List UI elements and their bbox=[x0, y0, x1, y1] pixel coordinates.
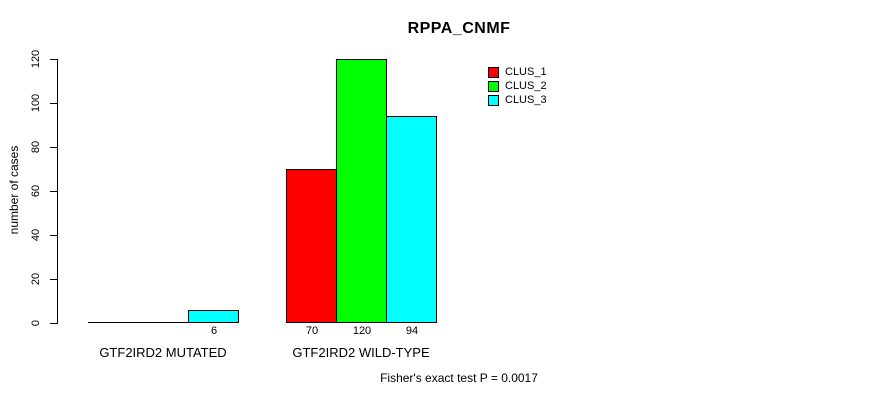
y-axis-tick bbox=[50, 59, 57, 60]
chart-title: RPPA_CNMF bbox=[407, 20, 511, 37]
legend-color-swatch bbox=[488, 66, 499, 78]
y-axis-title: number of cases bbox=[7, 145, 21, 235]
legend-color-swatch bbox=[488, 94, 499, 106]
legend-label: CLUS_2 bbox=[505, 80, 547, 92]
bar-clus_3-group1 bbox=[188, 310, 239, 323]
y-tick-label: 40 bbox=[30, 228, 42, 242]
legend: CLUS_1 CLUS_2 CLUS_3 bbox=[488, 65, 547, 107]
bar-clus_1-group1 bbox=[88, 322, 139, 323]
x-category-label: GTF2IRD2 WILD-TYPE bbox=[292, 345, 430, 360]
bar-value-label: 6 bbox=[210, 324, 218, 337]
y-tick-label: 120 bbox=[30, 49, 42, 69]
y-tick-label: 0 bbox=[30, 319, 42, 327]
y-axis-tick bbox=[50, 191, 57, 192]
bar-clus_3-group2 bbox=[386, 116, 437, 323]
y-axis-line bbox=[57, 59, 58, 324]
x-category-label: GTF2IRD2 MUTATED bbox=[99, 345, 227, 360]
legend-label: CLUS_3 bbox=[505, 94, 547, 106]
legend-item: CLUS_3 bbox=[488, 93, 547, 107]
bar-value-label: 94 bbox=[405, 324, 419, 337]
legend-item: CLUS_2 bbox=[488, 79, 547, 93]
bar-value-label: 120 bbox=[352, 324, 372, 337]
bar-clus_1-group2 bbox=[286, 169, 337, 323]
bar-clus_2-group1 bbox=[138, 322, 189, 323]
y-axis-tick bbox=[50, 103, 57, 104]
y-tick-label: 80 bbox=[30, 140, 42, 154]
bar-clus_2-group2 bbox=[336, 59, 387, 323]
y-axis-tick bbox=[50, 235, 57, 236]
p-value-note: Fisher's exact test P = 0.0017 bbox=[380, 371, 538, 385]
y-axis-tick bbox=[50, 323, 57, 324]
y-axis-tick bbox=[50, 279, 57, 280]
legend-color-swatch bbox=[488, 80, 499, 92]
y-axis-tick bbox=[50, 147, 57, 148]
y-tick-label: 100 bbox=[30, 93, 42, 113]
legend-item: CLUS_1 bbox=[488, 65, 547, 79]
bar-value-label: 70 bbox=[305, 324, 319, 337]
y-tick-label: 60 bbox=[30, 184, 42, 198]
legend-label: CLUS_1 bbox=[505, 66, 547, 78]
y-tick-label: 20 bbox=[30, 272, 42, 286]
